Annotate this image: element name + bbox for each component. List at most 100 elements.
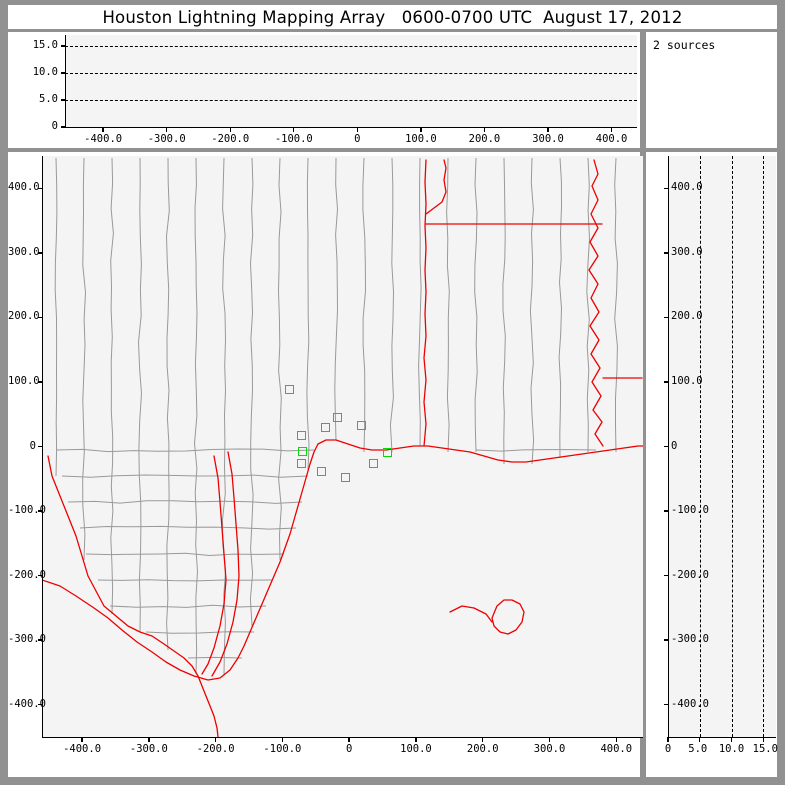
x-tick-label: 300.0	[532, 133, 564, 145]
y-tick-label: 300.0	[8, 245, 40, 258]
y-tick-label: -100.0	[671, 504, 709, 517]
x-tick-mark	[356, 127, 359, 132]
y-tick-mark	[664, 445, 669, 448]
y-tick-mark	[664, 639, 669, 641]
x-tick-mark	[483, 127, 486, 132]
east-west-data-layer	[668, 156, 776, 737]
x-tick-mark	[548, 737, 551, 742]
x-tick-label: 0	[664, 743, 672, 755]
y-tick-label: 0	[671, 439, 678, 452]
y-tick-mark	[61, 126, 66, 128]
x-tick-label: 5.0	[688, 743, 708, 755]
lma-station-marker[interactable]	[332, 412, 342, 422]
y-tick-label: 0	[51, 120, 58, 132]
lma-station-marker[interactable]	[297, 446, 307, 456]
source-count-panel[interactable]: 2 sources	[646, 32, 777, 148]
lma-station-marker[interactable]	[296, 431, 306, 441]
y-tick-mark	[664, 704, 669, 706]
east-west-projection-panel[interactable]: -400.0 -300.0 -200.0 -100.0 0 100.0 200.0 300.0…	[646, 152, 778, 777]
y-tick-mark	[38, 510, 43, 512]
y-tick-label: 100.0	[8, 374, 40, 387]
x-tick-mark	[730, 737, 733, 742]
map-plot-area[interactable]	[42, 156, 643, 737]
x-tick-label: -300.0	[147, 133, 186, 145]
y-tick-label: 0	[29, 439, 36, 452]
y-tick-mark	[664, 381, 669, 383]
y-tick-label: -200.0	[671, 568, 709, 581]
lma-station-marker[interactable]	[296, 459, 306, 469]
time-height-panel[interactable]: 0 5.0 10.0 15.0 -400.0 -300.0 -200.0 -100.0 0 10…	[8, 32, 640, 148]
x-tick-label: 100.0	[405, 133, 437, 145]
lma-station-marker[interactable]	[341, 472, 351, 482]
lma-station-marker[interactable]	[369, 459, 379, 469]
x-tick-mark	[293, 127, 295, 132]
east-west-plot-area[interactable]	[668, 156, 776, 737]
x-tick-mark	[762, 737, 764, 742]
time-height-gridline	[65, 45, 637, 47]
x-tick-label: 300.0	[533, 743, 566, 755]
east-west-gridline	[731, 156, 733, 737]
x-tick-label: -200.0	[196, 743, 235, 755]
y-tick-mark	[38, 445, 43, 448]
y-tick-label: -400.0	[8, 697, 46, 710]
y-tick-mark	[38, 187, 43, 189]
y-tick-mark	[664, 510, 669, 512]
x-tick-label: 200.0	[466, 743, 499, 755]
y-tick-mark	[664, 316, 669, 319]
lma-station-marker[interactable]	[284, 384, 294, 394]
y-tick-label: 100.0	[671, 374, 703, 387]
x-tick-mark	[348, 737, 350, 742]
x-tick-label: 200.0	[468, 133, 501, 145]
y-tick-mark	[38, 381, 43, 383]
plan-view-map-panel[interactable]: -400.0 -300.0 -200.0 -100.0 0 100.0 200.0 300.0…	[8, 152, 643, 777]
x-tick-label: 0	[346, 743, 353, 755]
y-tick-label: -200.0	[8, 568, 46, 581]
x-tick-label: -100.0	[274, 133, 313, 145]
x-tick-label: 15.0	[752, 743, 778, 755]
y-tick-mark	[61, 99, 66, 101]
y-tick-mark	[664, 187, 669, 189]
y-tick-label: -400.0	[671, 697, 709, 710]
title-bar: Houston Lightning Mapping Array 0600-070…	[8, 5, 777, 29]
x-tick-mark	[610, 127, 613, 132]
y-tick-mark	[38, 252, 43, 254]
lma-station-marker[interactable]	[356, 420, 366, 430]
map-x-axis	[42, 736, 643, 738]
east-west-gridline	[763, 156, 765, 737]
east-west-gridline	[699, 156, 701, 737]
time-height-gridline	[65, 99, 637, 101]
x-tick-label: -400.0	[84, 133, 123, 145]
time-height-plot-area[interactable]	[65, 35, 637, 127]
y-tick-label: 5.0	[39, 92, 58, 105]
time-height-x-axis	[65, 126, 637, 128]
x-tick-mark	[81, 737, 83, 742]
x-tick-mark	[482, 737, 484, 742]
source-count-label: 2 sources	[653, 38, 716, 52]
x-tick-mark	[415, 737, 417, 742]
lma-station-marker[interactable]	[382, 448, 392, 458]
x-tick-mark	[148, 737, 150, 742]
x-tick-label: 400.0	[595, 133, 628, 145]
y-tick-mark	[38, 704, 43, 706]
x-tick-mark	[281, 737, 284, 742]
x-tick-mark	[615, 737, 617, 742]
y-tick-label: 15.0	[32, 38, 58, 51]
x-tick-label: 100.0	[400, 743, 432, 755]
y-tick-mark	[38, 574, 43, 577]
y-tick-label: 200.0	[671, 310, 703, 323]
lma-station-marker[interactable]	[316, 466, 326, 476]
y-tick-label: 200.0	[8, 310, 40, 323]
time-height-gridline	[65, 72, 637, 74]
y-tick-label: 300.0	[671, 245, 703, 258]
lma-station-marker[interactable]	[320, 422, 330, 432]
x-tick-label: 0	[354, 133, 361, 145]
x-tick-mark	[165, 127, 168, 132]
y-tick-label: -300.0	[8, 633, 46, 646]
x-tick-mark	[547, 127, 549, 132]
east-west-x-axis	[668, 736, 776, 738]
state-coast-boundaries-layer	[42, 159, 643, 737]
x-tick-label: -400.0	[63, 743, 102, 755]
y-tick-label: 400.0	[671, 181, 703, 194]
x-tick-label: -200.0	[211, 133, 250, 145]
